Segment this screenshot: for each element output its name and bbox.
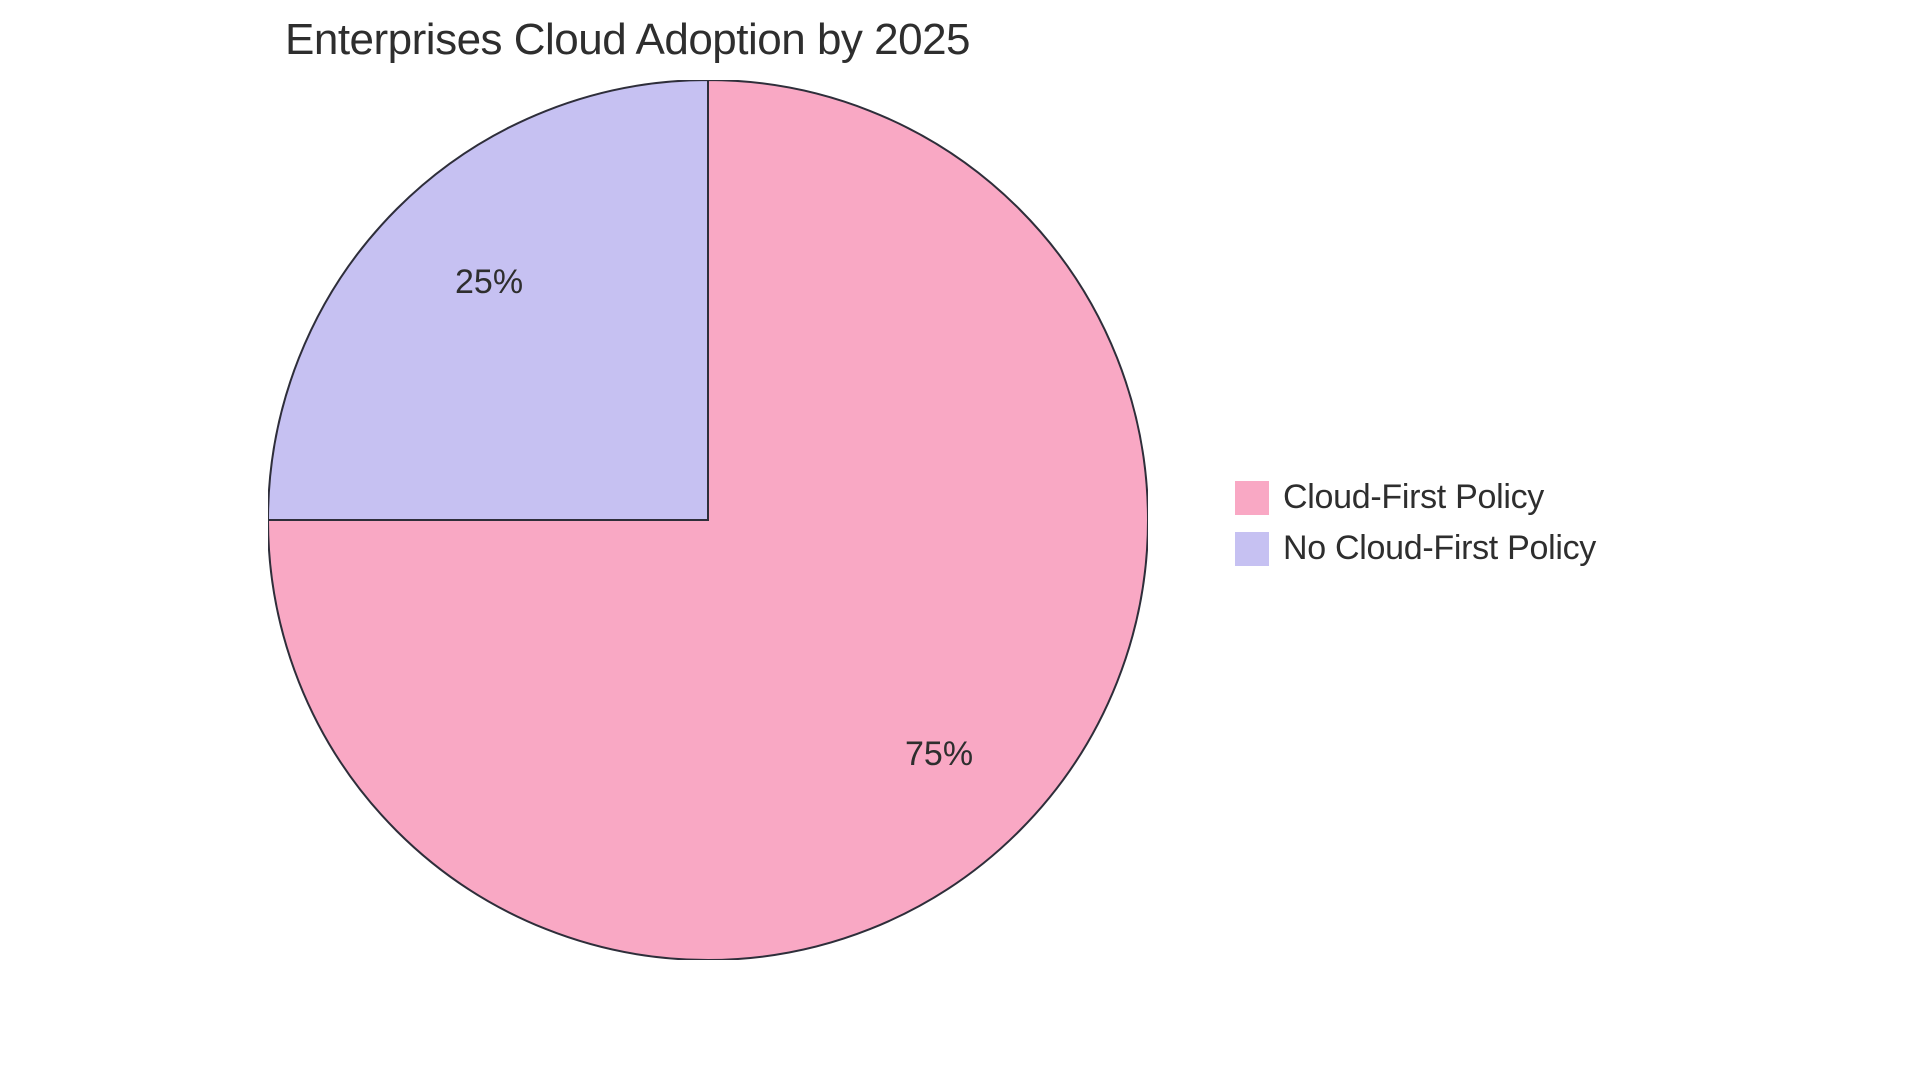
pie-chart	[268, 80, 1148, 960]
legend-label: No Cloud-First Policy	[1283, 529, 1596, 568]
legend-item-no-cloud-first: No Cloud-First Policy	[1235, 529, 1596, 568]
legend-swatch	[1235, 481, 1269, 515]
legend-label: Cloud-First Policy	[1283, 478, 1544, 517]
slice-label-75: 75%	[905, 735, 973, 774]
slice-label-25: 25%	[455, 263, 523, 302]
legend-item-cloud-first: Cloud-First Policy	[1235, 478, 1596, 517]
chart-container: Enterprises Cloud Adoption by 2025 25% 7…	[0, 0, 1920, 1080]
legend: Cloud-First Policy No Cloud-First Policy	[1235, 478, 1596, 580]
chart-title: Enterprises Cloud Adoption by 2025	[285, 15, 970, 65]
pie-svg	[268, 80, 1148, 960]
legend-swatch	[1235, 532, 1269, 566]
